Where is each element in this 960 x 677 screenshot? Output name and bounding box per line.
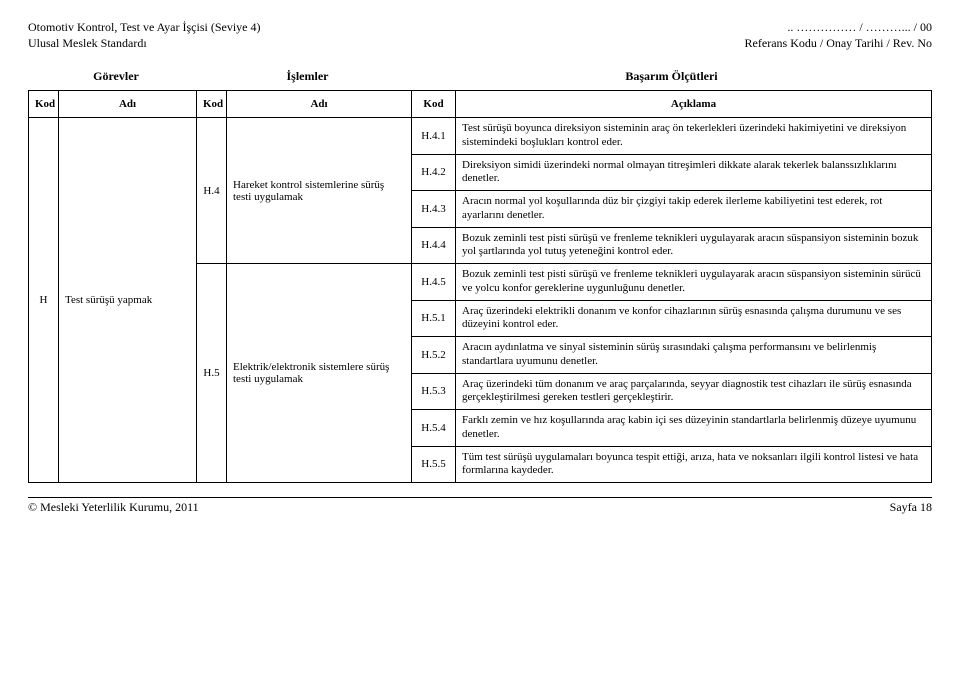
crit-kod: H.4.2 (412, 154, 456, 191)
header-code: .. …………… / ………... / 00 (745, 20, 932, 36)
crit-text: Araç üzerindeki elektrikli donanım ve ko… (456, 300, 932, 337)
table-row: H Test sürüşü yapmak H.4 Hareket kontrol… (29, 118, 932, 155)
crit-kod: H.5.1 (412, 300, 456, 337)
page-footer: © Mesleki Yeterlilik Kurumu, 2011 Sayfa … (28, 497, 932, 515)
crit-kod: H.4.5 (412, 264, 456, 301)
crit-kod: H.4.1 (412, 118, 456, 155)
section-header-row: Görevler İşlemler Başarım Ölçütleri (28, 69, 932, 84)
criteria-table: Kod Adı Kod Adı Kod Açıklama H Test sürü… (28, 90, 932, 483)
task-kod: H (29, 118, 59, 483)
section-basarim: Başarım Ölçütleri (415, 69, 928, 84)
crit-text: Bozuk zeminli test pisti sürüşü ve frenl… (456, 227, 932, 264)
page-header: Otomotiv Kontrol, Test ve Ayar İşçisi (S… (28, 20, 932, 51)
th-adi: Adı (59, 91, 197, 118)
header-ref: Referans Kodu / Onay Tarihi / Rev. No (745, 36, 932, 52)
crit-kod: H.5.5 (412, 446, 456, 483)
section-gorevler: Görevler (32, 69, 200, 84)
crit-kod: H.5.4 (412, 410, 456, 447)
footer-right: Sayfa 18 (890, 500, 932, 515)
crit-text: Farklı zemin ve hız koşullarında araç ka… (456, 410, 932, 447)
table-header-row: Kod Adı Kod Adı Kod Açıklama (29, 91, 932, 118)
crit-kod: H.5.2 (412, 337, 456, 374)
op-adi: Elektrik/elektronik sistemlere sürüş tes… (227, 264, 412, 483)
footer-left: © Mesleki Yeterlilik Kurumu, 2011 (28, 500, 199, 515)
op-kod: H.4 (197, 118, 227, 264)
crit-kod: H.4.4 (412, 227, 456, 264)
crit-kod: H.4.3 (412, 191, 456, 228)
crit-text: Araç üzerindeki tüm donanım ve araç parç… (456, 373, 932, 410)
crit-text: Aracın normal yol koşullarında düz bir ç… (456, 191, 932, 228)
crit-text: Bozuk zeminli test pisti sürüşü ve frenl… (456, 264, 932, 301)
crit-text: Tüm test sürüşü uygulamaları boyunca tes… (456, 446, 932, 483)
task-adi: Test sürüşü yapmak (59, 118, 197, 483)
th-kod: Kod (197, 91, 227, 118)
th-aciklama: Açıklama (456, 91, 932, 118)
crit-text: Aracın aydınlatma ve sinyal sisteminin s… (456, 337, 932, 374)
header-subtitle: Ulusal Meslek Standardı (28, 36, 260, 52)
header-title: Otomotiv Kontrol, Test ve Ayar İşçisi (S… (28, 20, 260, 36)
th-kod: Kod (29, 91, 59, 118)
crit-text: Direksiyon simidi üzerindeki normal olma… (456, 154, 932, 191)
header-left: Otomotiv Kontrol, Test ve Ayar İşçisi (S… (28, 20, 260, 51)
header-right: .. …………… / ………... / 00 Referans Kodu / O… (745, 20, 932, 51)
th-kod: Kod (412, 91, 456, 118)
crit-kod: H.5.3 (412, 373, 456, 410)
section-islemler: İşlemler (200, 69, 415, 84)
op-adi: Hareket kontrol sistemlerine sürüş testi… (227, 118, 412, 264)
th-adi: Adı (227, 91, 412, 118)
crit-text: Test sürüşü boyunca direksiyon sistemini… (456, 118, 932, 155)
op-kod: H.5 (197, 264, 227, 483)
